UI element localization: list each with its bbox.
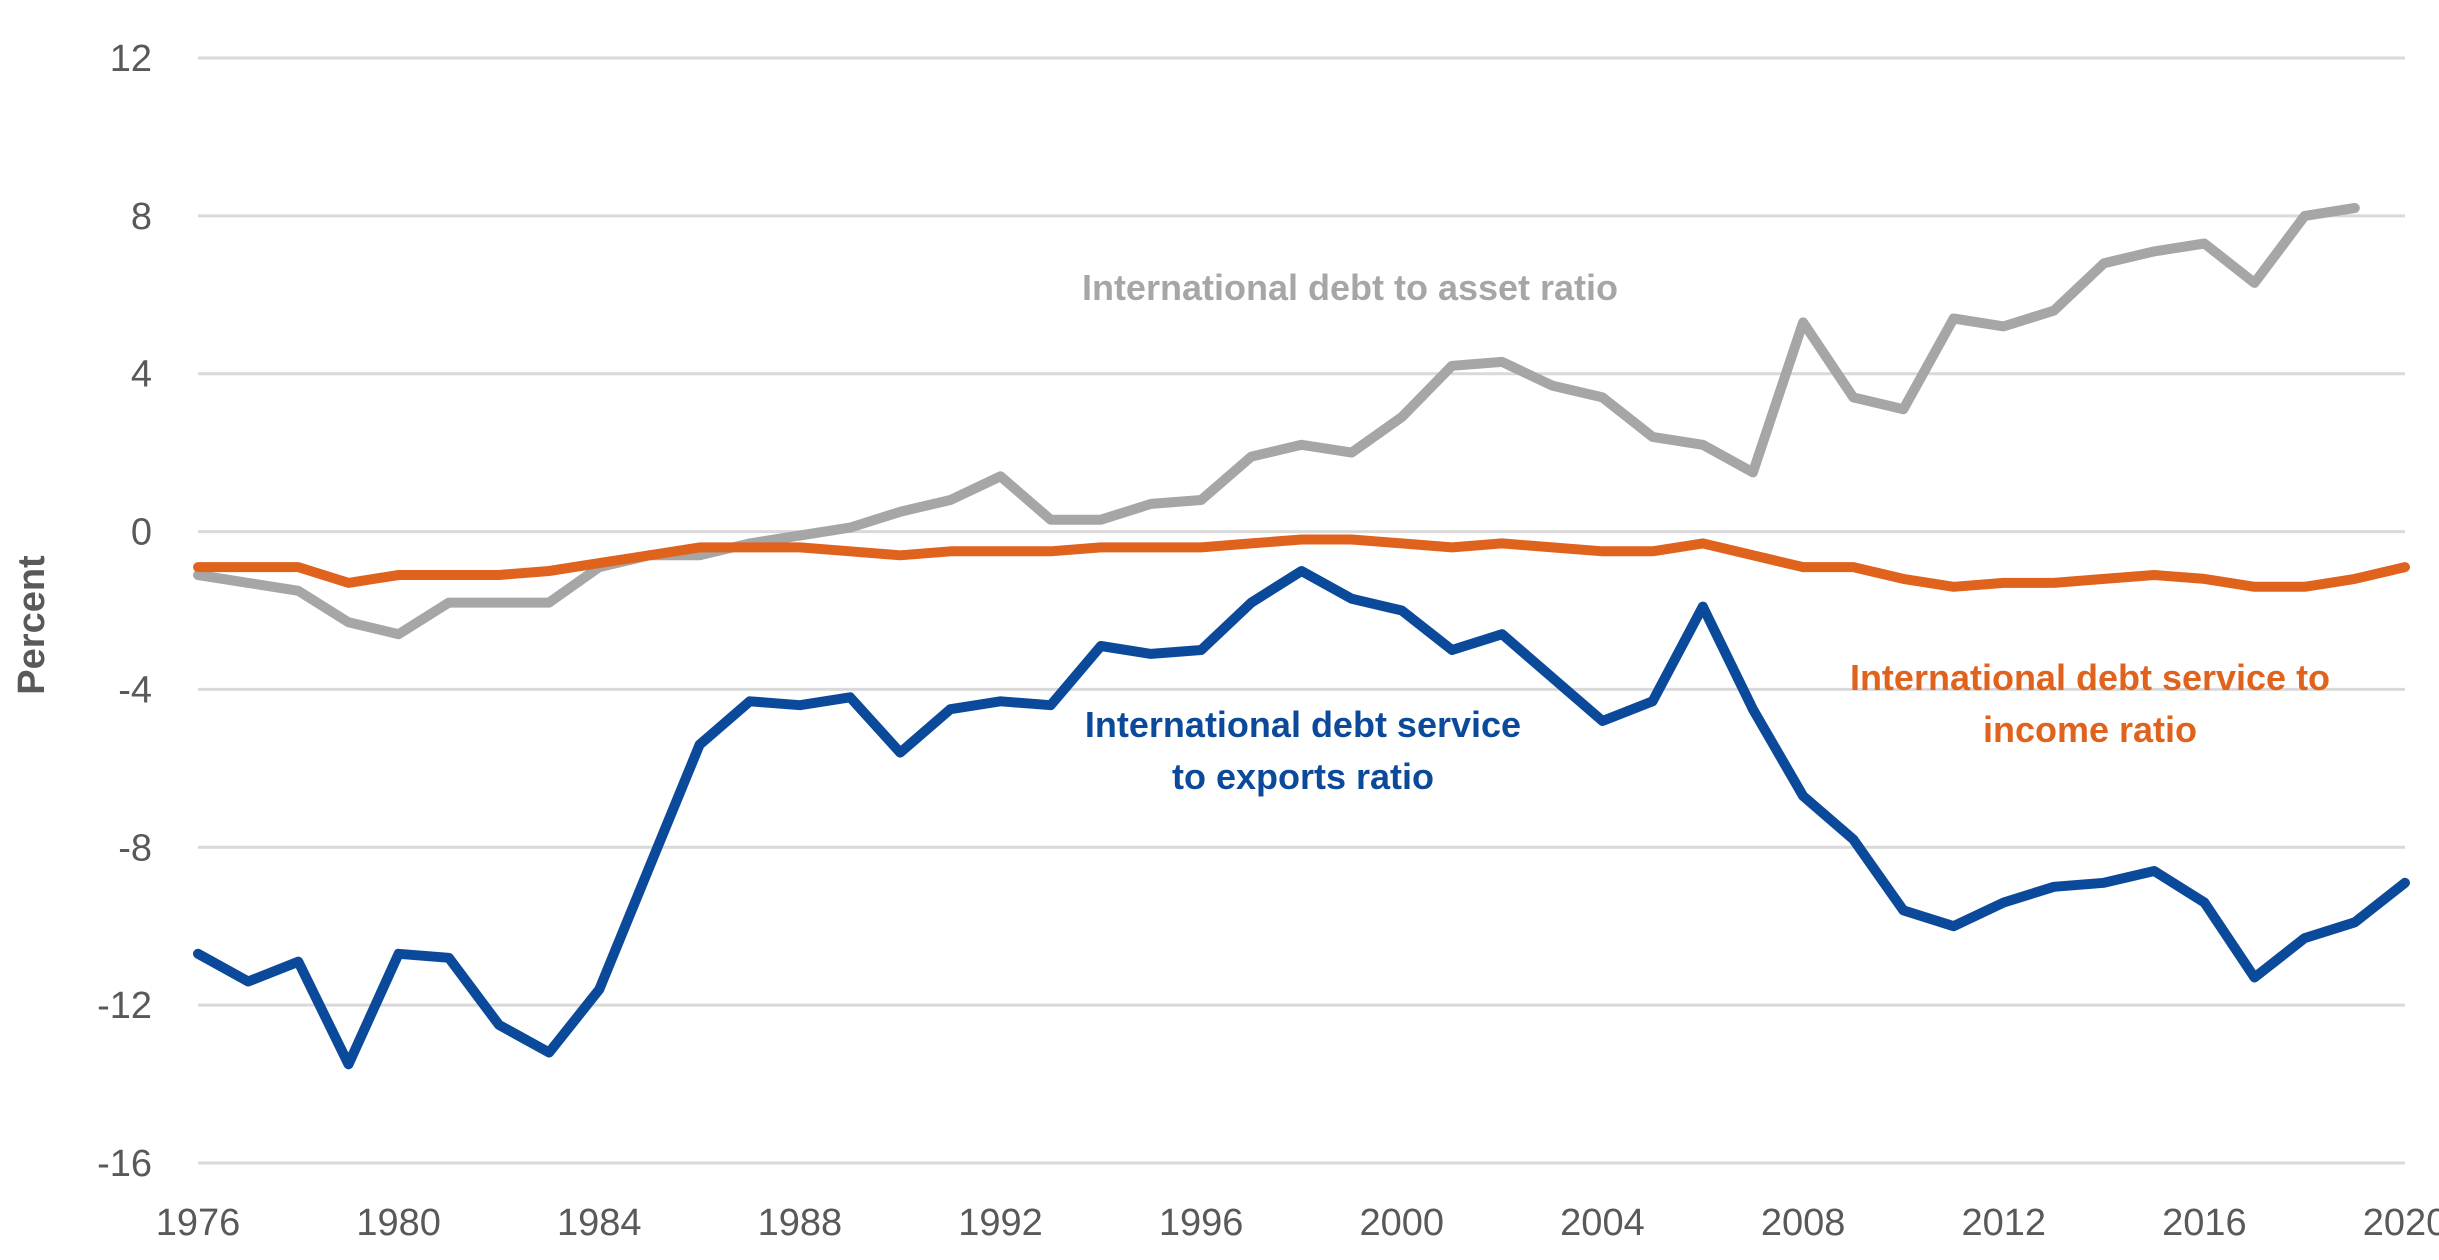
x-tick-label: 2008 [1761, 1202, 1846, 1244]
x-tick-label: 1988 [758, 1202, 843, 1244]
y-tick-label: -16 [97, 1143, 152, 1185]
annotation-asset: International debt to asset ratio [1082, 267, 1618, 308]
series-lines [193, 203, 2410, 1070]
x-tick-label: 1984 [557, 1202, 642, 1244]
series-line-exports [193, 566, 2410, 1070]
annotation-line: to exports ratio [1172, 756, 1434, 797]
x-tick-label: 2012 [1961, 1202, 2046, 1244]
annotation-income: International debt service to income rati… [1850, 657, 2330, 750]
x-axis-tick-labels: 1976 1980 1984 1988 1992 1996 2000 2004 2008 2012… [156, 1202, 2439, 1244]
y-tick-label: -4 [118, 669, 152, 711]
y-axis-tick-labels: 12 8 4 0 -4 -8 -12 -16 [97, 38, 152, 1185]
x-tick-label: 1976 [156, 1202, 241, 1244]
y-tick-label: 12 [110, 38, 152, 80]
annotation-line: International debt service [1085, 704, 1521, 745]
series-annotations: International debt to asset ratio Interna… [1082, 267, 2330, 797]
annotation-line: International debt service to [1850, 657, 2330, 698]
x-tick-label: 2020 [2363, 1202, 2439, 1244]
x-tick-label: 1996 [1159, 1202, 1244, 1244]
x-tick-label: 1980 [356, 1202, 441, 1244]
series-line-asset [193, 203, 2360, 640]
x-tick-label: 1992 [958, 1202, 1043, 1244]
series-line-income [193, 534, 2410, 592]
y-tick-label: 0 [131, 512, 152, 554]
gridlines [198, 56, 2405, 1165]
y-tick-label: -12 [97, 985, 152, 1027]
x-tick-label: 2000 [1360, 1202, 1445, 1244]
annotation-exports: International debt service to exports rat… [1085, 704, 1521, 797]
y-axis-title: Percent [11, 555, 53, 695]
y-tick-label: 8 [131, 196, 152, 238]
x-tick-label: 2016 [2162, 1202, 2247, 1244]
x-tick-label: 2004 [1560, 1202, 1645, 1244]
y-tick-label: -8 [118, 827, 152, 869]
annotation-line: International debt to asset ratio [1082, 267, 1618, 308]
y-tick-label: 4 [131, 354, 152, 396]
annotation-line: income ratio [1983, 709, 2197, 750]
